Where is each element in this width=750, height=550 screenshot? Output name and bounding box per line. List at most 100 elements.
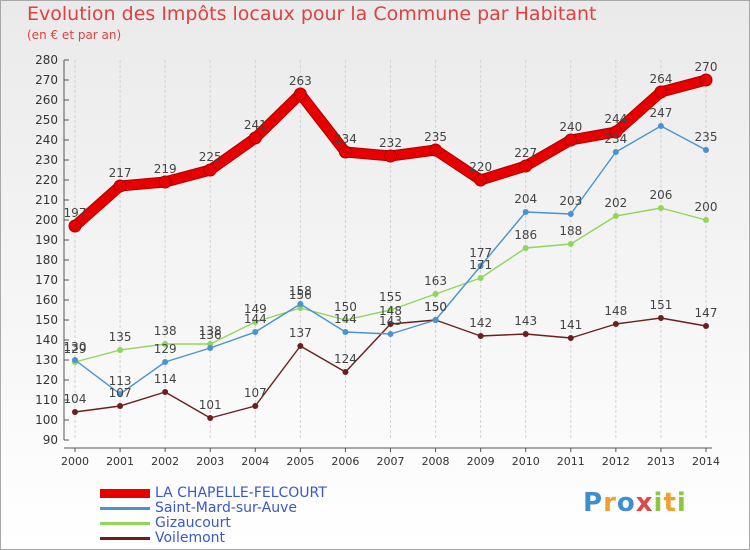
y-tick-label-200: 200 xyxy=(35,213,58,227)
data-label-la-chapelle-felcourt-2001: 217 xyxy=(109,166,132,180)
data-label-voilemont-2003: 101 xyxy=(199,398,222,412)
point-saint-mard-sur-auve-2011 xyxy=(567,211,574,217)
data-label-la-chapelle-felcourt-2004: 241 xyxy=(244,118,267,132)
logo-letter-2: o xyxy=(616,488,636,518)
y-tick-label-260: 260 xyxy=(35,93,58,107)
series-layer xyxy=(68,73,713,421)
point-la-chapelle-felcourt-2003 xyxy=(203,163,217,177)
chart-subtitle: (en € et par an) xyxy=(27,28,122,42)
y-tick-label-180: 180 xyxy=(35,253,58,267)
data-label-gizaucourt-2006: 150 xyxy=(334,300,357,314)
point-saint-mard-sur-auve-2008 xyxy=(432,317,439,323)
legend-swatch-voilemont xyxy=(100,537,150,540)
data-label-saint-mard-sur-auve-2001: 113 xyxy=(109,374,132,388)
data-label-la-chapelle-felcourt-2014: 270 xyxy=(695,60,718,74)
legend-label-saint-mard-sur-auve: Saint-Mard-sur-Auve xyxy=(155,500,297,516)
data-label-saint-mard-sur-auve-2010: 204 xyxy=(514,192,537,206)
data-label-la-chapelle-felcourt-2002: 219 xyxy=(154,162,177,176)
x-tick-label-2009: 2009 xyxy=(467,455,495,468)
legend-label-gizaucourt: Gizaucourt xyxy=(155,515,231,531)
y-tick-label-280: 280 xyxy=(35,53,58,67)
legend-swatch-la-chapelle-felcourt xyxy=(100,489,150,498)
data-label-voilemont-2000: 104 xyxy=(64,392,87,406)
point-gizaucourt-2013 xyxy=(657,205,664,211)
x-tick-label-2013: 2013 xyxy=(647,455,675,468)
data-label-gizaucourt-2009: 171 xyxy=(469,258,492,272)
point-saint-mard-sur-auve-2002 xyxy=(162,359,169,365)
y-tick-label-90: 90 xyxy=(43,433,58,447)
logo-letter-5: t xyxy=(663,488,677,518)
point-voilemont-2012 xyxy=(612,321,619,327)
point-la-chapelle-felcourt-2012 xyxy=(609,125,623,139)
point-gizaucourt-2009 xyxy=(477,275,484,281)
data-label-saint-mard-sur-auve-2005: 158 xyxy=(289,284,312,298)
point-gizaucourt-2012 xyxy=(612,213,619,219)
data-label-voilemont-2010: 143 xyxy=(514,314,537,328)
data-label-voilemont-2012: 148 xyxy=(604,304,627,318)
point-la-chapelle-felcourt-2010 xyxy=(519,159,533,173)
point-saint-mard-sur-auve-2007 xyxy=(387,331,394,337)
chart-title: Evolution des Impôts locaux pour la Comm… xyxy=(27,3,597,25)
data-label-voilemont-2005: 137 xyxy=(289,326,312,340)
data-label-la-chapelle-felcourt-2005: 263 xyxy=(289,74,312,88)
y-tick-label-170: 170 xyxy=(35,273,58,287)
point-gizaucourt-2004 xyxy=(252,319,259,325)
point-voilemont-2010 xyxy=(522,331,529,337)
labels-layer: 197 217 219 225 241 263 234 232 235 220 227 240 244 2… xyxy=(64,60,718,412)
x-tick-label-2014: 2014 xyxy=(692,455,720,468)
point-saint-mard-sur-auve-2000 xyxy=(72,357,78,363)
point-gizaucourt-2008 xyxy=(432,291,439,297)
data-label-saint-mard-sur-auve-2002: 129 xyxy=(154,342,177,356)
x-tick-label-2010: 2010 xyxy=(512,455,540,468)
data-label-la-chapelle-felcourt-2011: 240 xyxy=(559,120,582,134)
y-tick-label-150: 150 xyxy=(35,313,58,327)
data-label-gizaucourt-2005: 156 xyxy=(289,288,312,302)
point-la-chapelle-felcourt-2001 xyxy=(113,179,127,193)
point-gizaucourt-2001 xyxy=(117,347,124,353)
point-voilemont-2001 xyxy=(117,403,124,409)
x-tick-label-2005: 2005 xyxy=(286,455,314,468)
data-label-voilemont-2009: 142 xyxy=(469,316,492,330)
data-label-gizaucourt-2004: 149 xyxy=(244,302,267,316)
y-tick-label-160: 160 xyxy=(35,293,58,307)
axes-layer: 90 100 110 120 130 140 150 160 170 180 190 200 210 22… xyxy=(35,53,720,468)
y-tick-label-220: 220 xyxy=(35,173,58,187)
y-tick-label-130: 130 xyxy=(35,353,58,367)
data-label-gizaucourt-2003: 138 xyxy=(199,324,222,338)
point-voilemont-2005 xyxy=(297,343,304,349)
point-la-chapelle-felcourt-2013 xyxy=(654,85,668,99)
legend-label-voilemont: Voilemont xyxy=(155,530,226,546)
data-label-saint-mard-sur-auve-2007: 143 xyxy=(379,314,402,328)
y-tick-label-100: 100 xyxy=(35,413,58,427)
x-tick-label-2000: 2000 xyxy=(61,455,89,468)
point-voilemont-2006 xyxy=(342,369,349,375)
data-label-gizaucourt-2000: 129 xyxy=(64,342,87,356)
data-label-saint-mard-sur-auve-2009: 177 xyxy=(469,246,492,260)
point-la-chapelle-felcourt-2014 xyxy=(699,73,713,87)
legend-label-la-chapelle-felcourt: LA CHAPELLE-FELCOURT xyxy=(155,485,327,501)
point-gizaucourt-2011 xyxy=(567,241,574,247)
y-tick-label-110: 110 xyxy=(35,393,58,407)
legend-swatch-gizaucourt xyxy=(100,522,150,525)
point-saint-mard-sur-auve-2005 xyxy=(297,301,304,307)
legend-swatch-saint-mard-sur-auve xyxy=(100,507,150,510)
y-tick-label-190: 190 xyxy=(35,233,58,247)
data-label-voilemont-2002: 114 xyxy=(154,372,177,386)
x-tick-label-2008: 2008 xyxy=(422,455,450,468)
data-label-gizaucourt-2013: 206 xyxy=(649,188,672,202)
point-gizaucourt-2007 xyxy=(387,307,394,313)
point-la-chapelle-felcourt-2005 xyxy=(293,87,307,101)
logo-letter-3: x xyxy=(635,488,654,518)
data-label-saint-mard-sur-auve-2008: 150 xyxy=(424,300,447,314)
proxiti-logo: Proxiti xyxy=(583,488,687,518)
data-label-gizaucourt-2002: 138 xyxy=(154,324,177,338)
data-label-la-chapelle-felcourt-2003: 225 xyxy=(199,150,222,164)
point-la-chapelle-felcourt-2000 xyxy=(68,219,82,233)
data-label-gizaucourt-2012: 202 xyxy=(604,196,627,210)
point-voilemont-2002 xyxy=(162,389,169,395)
point-la-chapelle-felcourt-2011 xyxy=(564,133,578,147)
data-label-voilemont-2013: 151 xyxy=(649,298,672,312)
point-voilemont-2009 xyxy=(477,333,484,339)
point-saint-mard-sur-auve-2009 xyxy=(477,263,484,269)
